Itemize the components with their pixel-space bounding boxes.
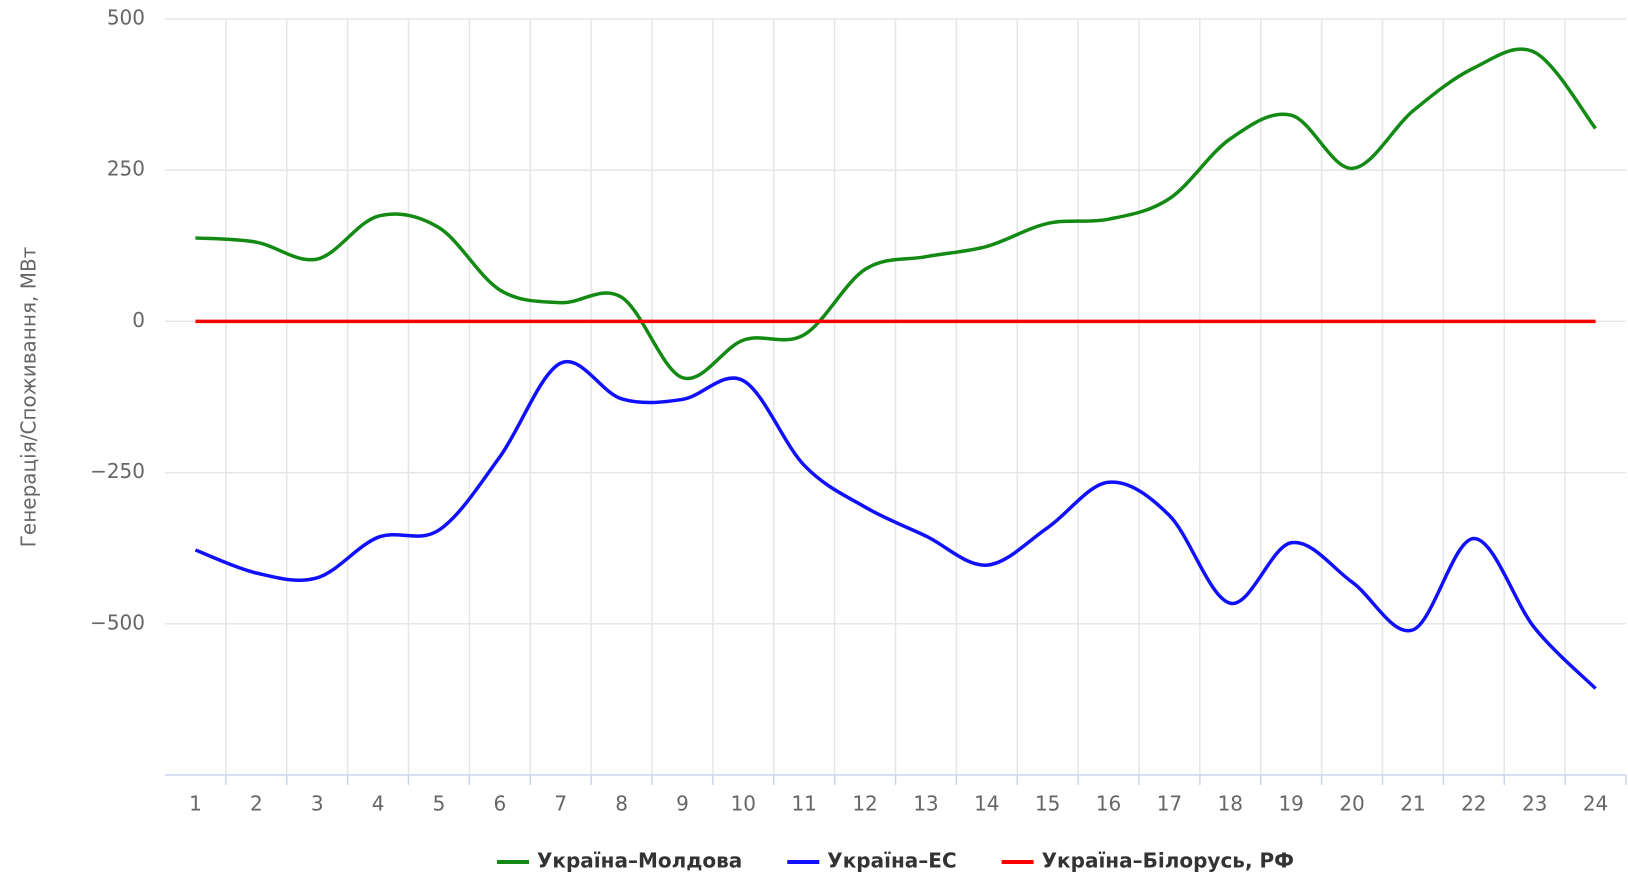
x-tick-label: 20 xyxy=(1339,792,1364,816)
x-tick-label: 21 xyxy=(1400,792,1425,816)
y-tick-label: 500 xyxy=(107,6,145,30)
y-axis-title: Генерація/Споживання, МВт xyxy=(17,246,41,547)
x-tick-label: 13 xyxy=(913,792,938,816)
y-tick-label: −500 xyxy=(90,610,145,634)
x-tick-label: 11 xyxy=(791,792,816,816)
legend-label: Україна–Молдова xyxy=(537,849,742,873)
x-tick-label: 9 xyxy=(676,792,689,816)
x-tick-label: 14 xyxy=(974,792,999,816)
x-tick-label: 17 xyxy=(1157,792,1182,816)
legend-label: Україна–Білорусь, РФ xyxy=(1042,849,1294,873)
x-tick-label: 10 xyxy=(731,792,756,816)
x-tick-label: 22 xyxy=(1461,792,1486,816)
x-tick-label: 4 xyxy=(372,792,385,816)
x-tick-label: 3 xyxy=(311,792,324,816)
x-tick-label: 8 xyxy=(615,792,628,816)
x-tick-label: 7 xyxy=(554,792,567,816)
y-tick-label: 250 xyxy=(107,157,145,181)
series-line xyxy=(194,359,1597,690)
legend-label: Україна–ЕС xyxy=(827,849,956,873)
legend: Україна–Молдова Україна–ЕС Україна–Білорус… xyxy=(496,849,1294,873)
x-tick-label: 23 xyxy=(1522,792,1547,816)
x-tick-label: 6 xyxy=(493,792,506,816)
x-tick-label: 1 xyxy=(189,792,202,816)
x-tick-label: 5 xyxy=(433,792,446,816)
series-line xyxy=(195,47,1597,381)
x-tick-label: 18 xyxy=(1218,792,1243,816)
x-tick-label: 2 xyxy=(250,792,263,816)
y-tick-label: −250 xyxy=(90,459,145,483)
x-tick-label: 12 xyxy=(852,792,877,816)
y-tick-label: 0 xyxy=(132,308,145,332)
x-tick-label: 16 xyxy=(1096,792,1121,816)
x-tick-label: 19 xyxy=(1278,792,1303,816)
x-tick-label: 24 xyxy=(1583,792,1608,816)
x-tick-label: 15 xyxy=(1035,792,1060,816)
